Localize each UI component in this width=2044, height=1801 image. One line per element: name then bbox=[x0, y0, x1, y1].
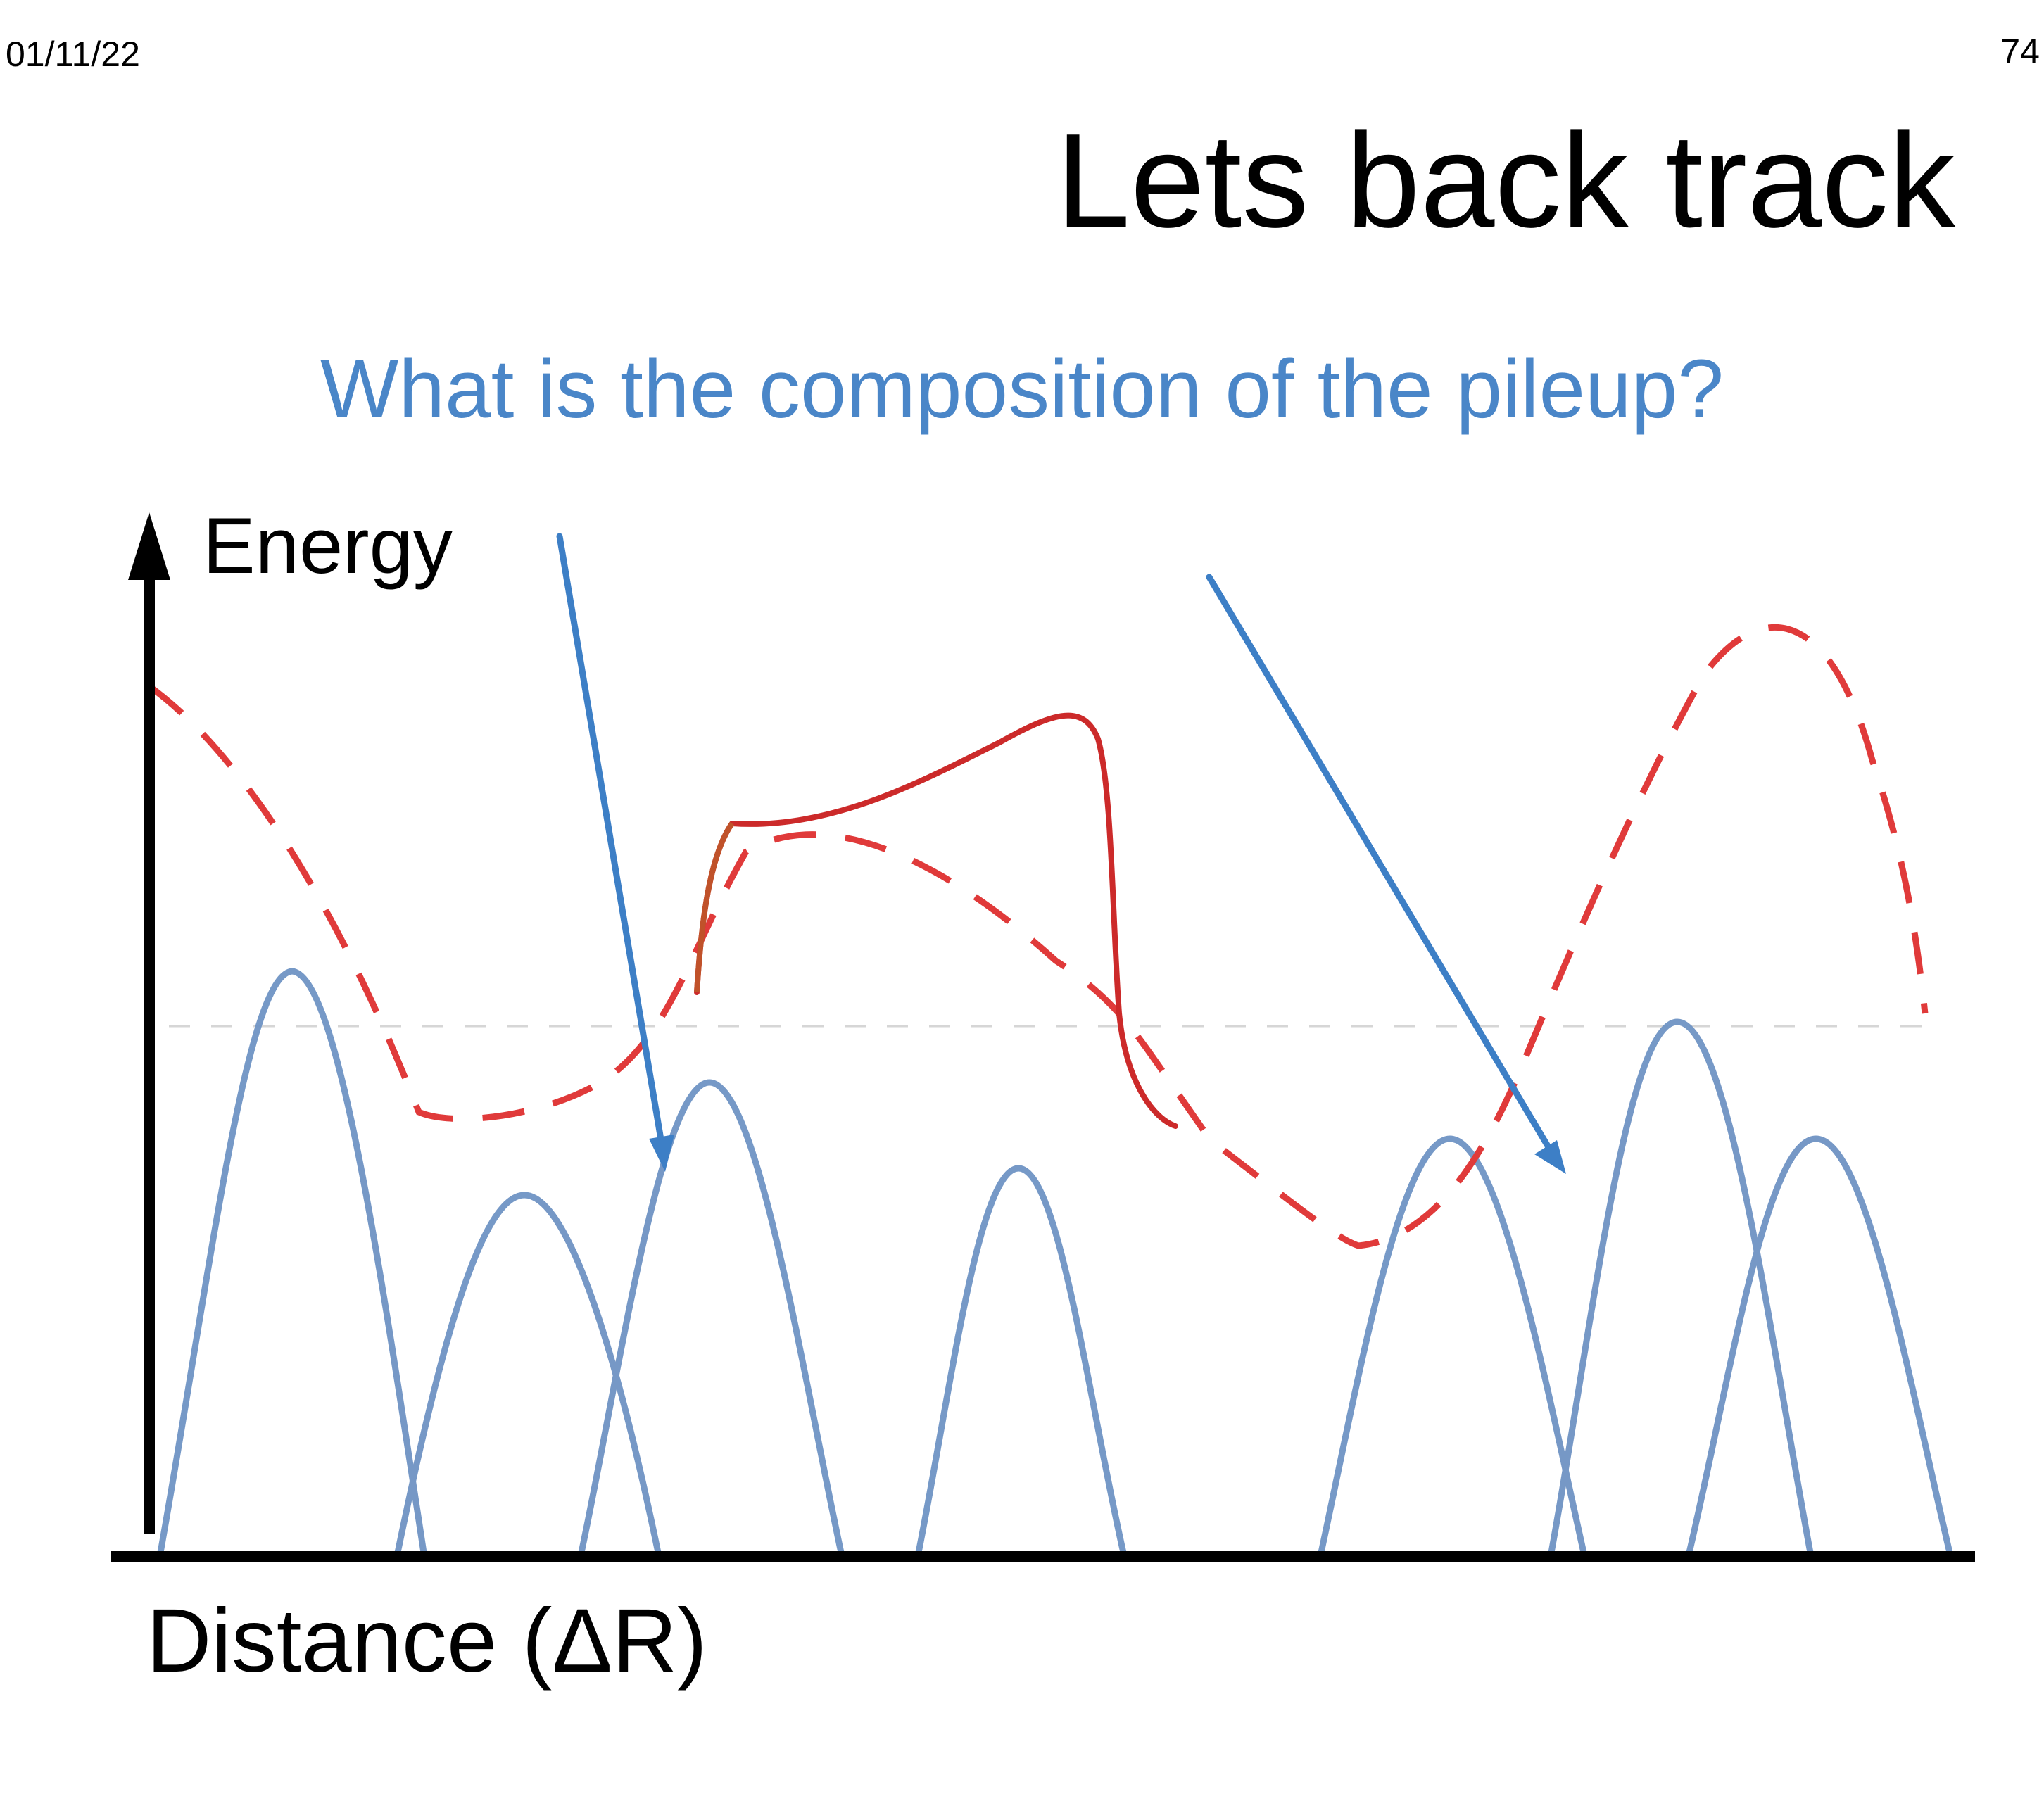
slide-date: 01/11/22 bbox=[6, 34, 140, 74]
peak-group bbox=[157, 968, 1953, 1556]
peak bbox=[915, 1165, 1127, 1556]
peak bbox=[157, 968, 427, 1556]
peak bbox=[1318, 1135, 1587, 1556]
x-axis-label: Distance (ΔR) bbox=[146, 1591, 707, 1691]
slide-subtitle: What is the composition of the pileup? bbox=[320, 343, 1724, 436]
arrow-left bbox=[556, 533, 665, 1147]
peak bbox=[394, 1192, 662, 1556]
y-axis-label: Energy bbox=[203, 502, 453, 590]
arrow-left-head bbox=[649, 1135, 674, 1172]
dashed-energy-curve bbox=[147, 624, 1929, 1249]
axes bbox=[111, 512, 1975, 1562]
arrow-right bbox=[1206, 574, 1552, 1151]
solid-energy-curve bbox=[694, 712, 1178, 1129]
solid-curve-start bbox=[694, 821, 735, 993]
arrow-group bbox=[556, 533, 1566, 1174]
arrow-right-head bbox=[1534, 1140, 1566, 1174]
y-axis-arrowhead bbox=[128, 512, 170, 580]
slide-title: Lets back track bbox=[1056, 106, 1955, 255]
peak bbox=[1686, 1135, 1953, 1556]
peak bbox=[1548, 1018, 1814, 1556]
peak bbox=[578, 1079, 845, 1556]
slide-number: 74 bbox=[2000, 32, 2040, 71]
